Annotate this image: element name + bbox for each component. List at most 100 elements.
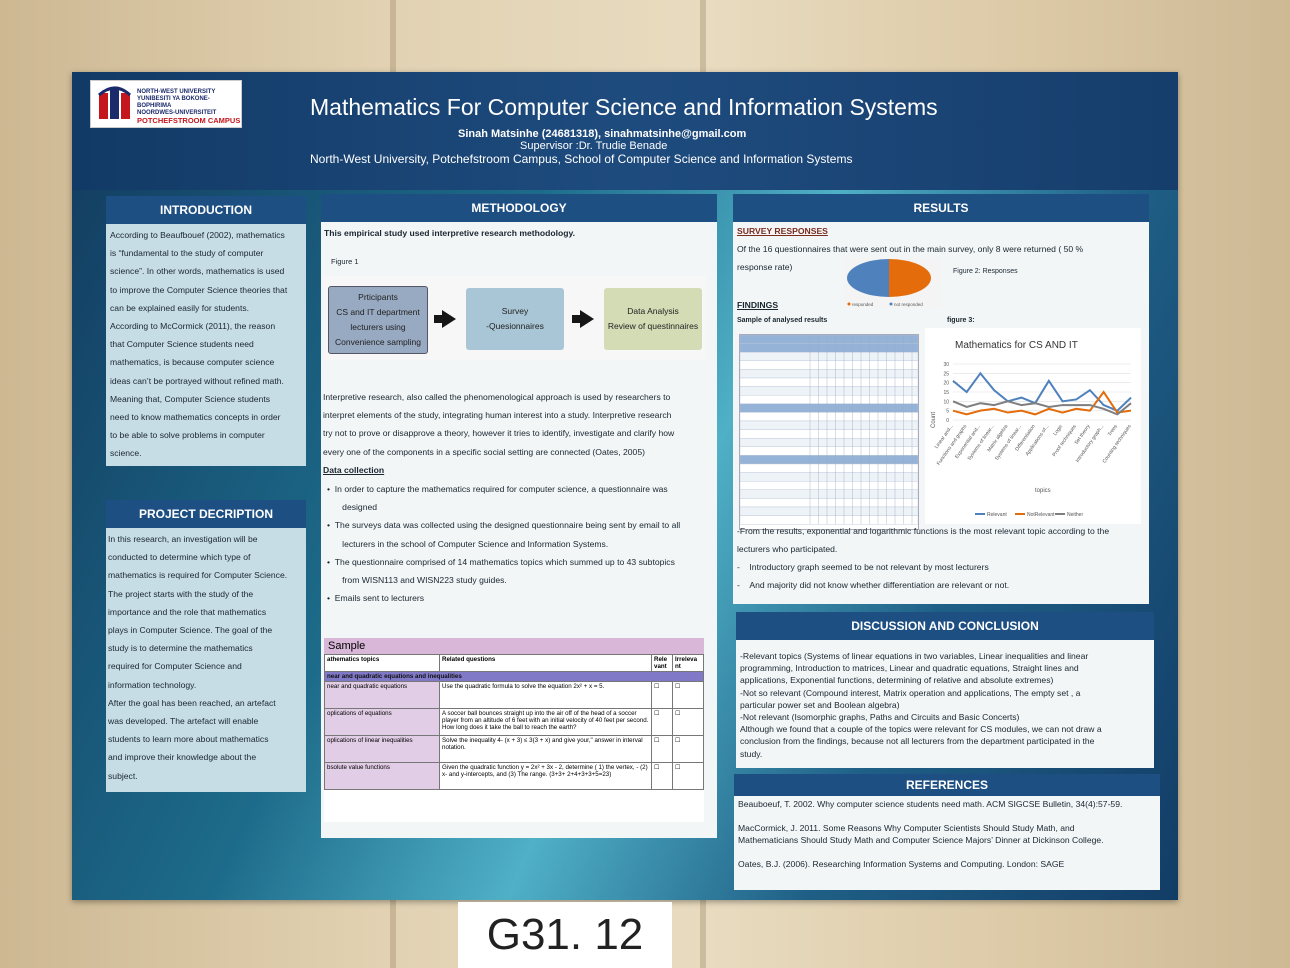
chart-ytick-label: 15	[943, 390, 949, 396]
introduction-line: mathematics, is because computer science	[110, 357, 275, 368]
table-row	[739, 386, 919, 396]
findings-heading: FINDINGS	[737, 300, 779, 310]
table-row	[739, 403, 919, 413]
sample-question: Solve the inequality 4- (x + 3) ≤ 3(3 + …	[439, 735, 652, 763]
table-row	[739, 369, 919, 379]
table-row	[739, 420, 919, 430]
methodology-body-line: every one of the components in a specifi…	[323, 446, 645, 457]
logo-line: NORTH-WEST UNIVERSITY	[137, 89, 216, 95]
data-collection-bullet-line: lecturers in the school of Computer Scie…	[335, 538, 609, 549]
nwu-logo-icon	[98, 86, 132, 119]
survey-responses-heading: SURVEY RESPONSES	[737, 226, 828, 236]
project-line: was developed. The artefact will enable	[108, 716, 259, 727]
reference-item: Beauboeuf, T. 2002. Why computer science…	[738, 798, 1158, 810]
pie-legend-item: not responded	[894, 302, 923, 307]
results-bullet-text: Introductory graph seemed to be not rele…	[749, 562, 989, 572]
flow-box-line: -Quesionnaires	[486, 321, 544, 331]
pie-slice-not-responded	[847, 259, 889, 297]
methodology-panel: METHODOLOGY This empirical study used in…	[321, 194, 717, 838]
topics-line-chart: Mathematics for CS AND IT Count topics 0…	[925, 328, 1141, 524]
flow-box-line: lecturers using	[350, 322, 406, 332]
discussion-panel: DISCUSSION AND CONCLUSION -Relevant topi…	[736, 612, 1154, 768]
checkbox-icon: ☐	[651, 708, 673, 736]
discussion-text: -Relevant topics (Systems of linear equa…	[740, 650, 1150, 760]
results-conclusion-line: lecturers who participated.	[737, 544, 838, 554]
poster-author: Sinah Matsinhe (24681318), sinahmatsinhe…	[458, 128, 747, 140]
introduction-line: Meaning that, Computer Science students	[110, 393, 271, 404]
project-line: In this research, an investigation will …	[108, 534, 258, 544]
methodology-body-line: try not to prove or disapprove a theory,…	[323, 428, 675, 439]
table-row	[739, 334, 919, 344]
sample-topic: near and quadratic equations	[324, 681, 440, 709]
flow-box-participants: Prticipants CS and IT department lecturers…	[328, 286, 428, 354]
sample-topic: bsolute value functions	[324, 762, 440, 790]
logo-line: YUNIBESITI YA BOKONE-BOPHIRIMA	[137, 96, 210, 109]
project-line: plays in Computer Science. The goal of t…	[108, 625, 273, 636]
chart-ytick-label: 20	[943, 381, 949, 387]
table-row	[739, 437, 919, 447]
sample-question: Given the quadratic function y = 2x² + 3…	[439, 762, 652, 790]
results-bullet: - Introductory graph seemed to be not re…	[737, 562, 989, 572]
introduction-heading: INTRODUCTION	[106, 196, 306, 224]
project-line: After the goal has been reached, an arte…	[108, 697, 276, 708]
survey-text-line: Of the 16 questionnaires that were sent …	[737, 244, 1084, 254]
chart-xtick-label: Trees	[1107, 423, 1119, 437]
sample-grid: athematics topics Related questions Rele…	[324, 654, 704, 790]
methodology-heading: METHODOLOGY	[321, 194, 717, 222]
results-heading: RESULTS	[733, 194, 1149, 222]
introduction-panel: INTRODUCTION According to Beaufbouef (20…	[106, 196, 306, 466]
sample-section: near and quadratic equations and inequal…	[324, 671, 704, 682]
table-row	[739, 429, 919, 439]
sample-header: Irreleva nt	[672, 654, 704, 672]
pie-legend-item: responded	[852, 302, 874, 307]
discussion-line: -Not relevant (Isomorphic graphs, Paths …	[740, 712, 1020, 723]
logo-line: NOORDWES-UNIVERSITEIT	[137, 110, 217, 116]
chart-legend-label: NotRelevant	[1027, 512, 1055, 518]
introduction-line: to be able to solve problems in computer	[110, 430, 265, 441]
table-row	[739, 506, 919, 516]
sample-question: A soccer ball bounces straight up into t…	[439, 708, 652, 736]
project-heading: PROJECT DECRIPTION	[106, 500, 306, 528]
reference-line: MacCormick, J. 2011. Some Reasons Why Co…	[738, 823, 1075, 833]
chart-legend-label: Neither	[1067, 512, 1083, 518]
chart-xlabel: topics	[1035, 488, 1051, 494]
methodology-body-line: Interpretive research, also called the p…	[323, 392, 671, 402]
introduction-line: is “fundamental to the study of computer	[110, 248, 264, 259]
sample-header-row: athematics topics Related questions Rele…	[324, 654, 704, 672]
project-line: conducted to determine which type of	[108, 552, 251, 563]
reference-line: Mathematicians Should Study Math and Com…	[738, 835, 1104, 845]
project-line: information technology.	[108, 679, 197, 690]
project-line: students to learn more about mathematics	[108, 734, 269, 745]
flow-box-line: Data Analysis	[627, 306, 679, 316]
project-line: subject.	[108, 770, 138, 781]
project-panel: PROJECT DECRIPTION In this research, an …	[106, 500, 306, 792]
sample-header: Related questions	[439, 654, 652, 672]
flow-box-line: Review of questinnaires	[607, 321, 699, 331]
arrow-right-icon	[572, 310, 594, 328]
survey-text-line: response rate)	[737, 262, 793, 272]
pie-slice-responded	[889, 259, 931, 297]
chart-series-line	[952, 400, 1132, 416]
logo-text: NORTH-WEST UNIVERSITY YUNIBESITI YA BOKO…	[137, 89, 241, 124]
checkbox-icon: ☐	[651, 681, 673, 709]
results-bullet-text: And majority did not know whether differ…	[749, 580, 1010, 590]
project-line: study is to determine the mathematics	[108, 643, 253, 654]
sample-question: Use the quadratic formula to solve the e…	[439, 681, 652, 709]
reference-item: Oates, B.J. (2006). Researching Informat…	[738, 858, 1158, 870]
project-line: mathematics is required for Computer Sci…	[108, 570, 288, 581]
data-collection-bullet-line: • The questionnaire comprised of 14 math…	[327, 556, 675, 567]
data-collection-bullet-line: • In order to capture the mathematics re…	[327, 484, 668, 494]
project-line: The project starts with the study of the	[108, 588, 254, 599]
data-collection-bullets: • In order to capture the mathematics re…	[323, 480, 717, 607]
checkbox-icon: ☐	[672, 735, 704, 763]
sample-topic: oplications of equations	[324, 708, 440, 736]
figure1-label: Figure 1	[331, 257, 359, 266]
discussion-line: applications, Exponential functions, det…	[740, 675, 1054, 686]
introduction-line: science.	[110, 448, 142, 459]
introduction-line: ideas can’t be portrayed without refined…	[110, 375, 284, 386]
sample-title: Sample	[324, 638, 704, 654]
figure3-label: figure 3:	[947, 317, 975, 324]
table-row	[739, 395, 919, 405]
flow-box-line: Prticipants	[358, 292, 398, 302]
reference-line: Beauboeuf, T. 2002. Why computer science…	[738, 799, 1123, 809]
